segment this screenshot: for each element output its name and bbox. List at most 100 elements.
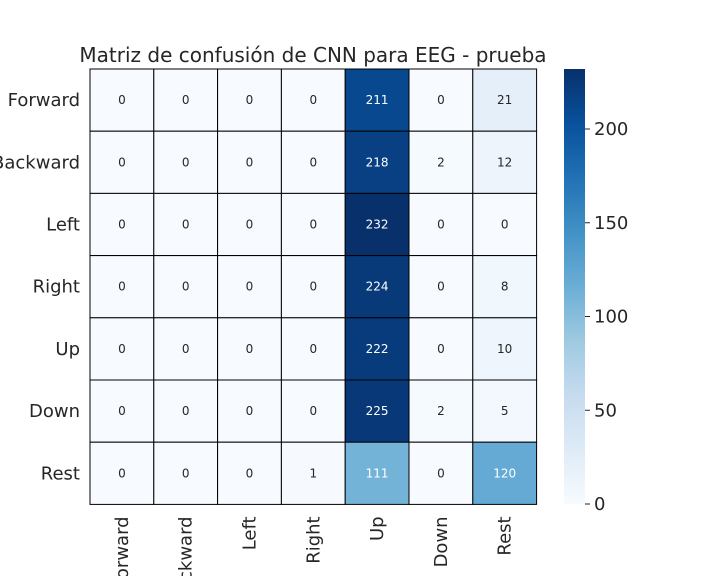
cell-value-label: 0 xyxy=(309,155,317,169)
cell-value-label: 0 xyxy=(118,466,126,480)
cell-value-label: 2 xyxy=(437,404,445,418)
cell-value-label: 224 xyxy=(366,280,389,294)
heatmap-cell xyxy=(217,192,282,257)
cell-value-label: 0 xyxy=(246,280,254,294)
y-tick-label: Forward xyxy=(8,90,80,111)
heatmap-cell xyxy=(280,379,346,443)
heatmap-cell xyxy=(89,255,155,319)
heatmap-cell xyxy=(472,255,538,319)
cell-value-label: 0 xyxy=(437,280,445,294)
heatmap-cell xyxy=(89,317,155,381)
cell-value-label: 0 xyxy=(246,342,254,356)
cell-value-label: 21 xyxy=(497,93,512,107)
cell-value-label: 0 xyxy=(437,466,445,480)
heatmap-cell xyxy=(344,379,410,443)
heatmap-cell xyxy=(344,130,410,194)
heatmap-cell xyxy=(217,441,282,505)
cell-value-label: 0 xyxy=(309,404,317,418)
cell-value-label: 1 xyxy=(309,466,317,480)
cell-value-label: 0 xyxy=(246,404,254,418)
cell-value-label: 0 xyxy=(118,155,126,169)
cell-value-label: 0 xyxy=(118,404,126,418)
x-tick-label: Up xyxy=(367,516,388,541)
cell-value-label: 0 xyxy=(182,218,190,232)
cell-value-label: 0 xyxy=(118,93,126,107)
heatmap-cell xyxy=(472,441,538,505)
heatmap-cell xyxy=(153,68,219,132)
cell-value-label: 0 xyxy=(246,466,254,480)
heatmap-cell xyxy=(153,255,219,319)
cell-value-label: 0 xyxy=(182,342,190,356)
cell-value-label: 0 xyxy=(182,280,190,294)
cell-value-label: 10 xyxy=(497,342,512,356)
y-tick-label: Backward xyxy=(0,152,80,173)
heatmap-cell xyxy=(153,379,219,443)
cell-value-label: 0 xyxy=(309,93,317,107)
cell-value-label: 0 xyxy=(246,155,254,169)
cell-value-label: 0 xyxy=(182,93,190,107)
cell-value-label: 218 xyxy=(366,155,389,169)
y-axis-labels: Forward Backward Left Right Up Down Rest xyxy=(0,90,80,484)
cell-value-label: 0 xyxy=(309,342,317,356)
colorbar-tick-label: 50 xyxy=(594,400,617,421)
cell-value-label: 222 xyxy=(366,342,389,356)
cell-value-label: 0 xyxy=(309,280,317,294)
cell-value-label: 5 xyxy=(501,404,509,418)
cell-value-label: 2 xyxy=(437,155,445,169)
cell-value-label: 8 xyxy=(501,280,509,294)
colorbar: 0 50 100 150 200 xyxy=(564,69,628,515)
cell-value-label: 0 xyxy=(246,93,254,107)
cell-value-label: 211 xyxy=(366,93,389,107)
heatmap-cell xyxy=(408,441,474,505)
heatmap-cell xyxy=(280,441,346,505)
heatmap-cell xyxy=(217,317,282,381)
cell-value-label: 0 xyxy=(309,218,317,232)
cell-value-label: 0 xyxy=(182,404,190,418)
heatmap-cell xyxy=(89,130,155,194)
heatmap-cell xyxy=(280,68,346,132)
cell-value-label: 111 xyxy=(366,466,389,480)
cell-value-label: 225 xyxy=(366,404,389,418)
cell-value-label: 0 xyxy=(501,218,509,232)
y-tick-label: Down xyxy=(29,401,80,422)
heatmap-cell xyxy=(408,192,474,257)
heatmap-cell xyxy=(472,130,538,194)
x-tick-label: Left xyxy=(240,516,261,550)
heatmap-cell xyxy=(408,255,474,319)
x-tick-label: Rest xyxy=(495,516,516,555)
heatmap-cell xyxy=(153,192,219,257)
y-tick-label: Rest xyxy=(41,463,80,484)
x-tick-label: Forward xyxy=(112,516,133,576)
colorbar-tick-label: 0 xyxy=(594,494,605,515)
heatmap-cell xyxy=(344,192,410,257)
heatmap-cell xyxy=(280,255,346,319)
heatmap-cell xyxy=(89,441,155,505)
cell-value-label: 12 xyxy=(497,155,512,169)
colorbar-gradient xyxy=(564,69,585,504)
x-tick-label: Backward xyxy=(176,516,197,576)
heatmap-cell xyxy=(217,130,282,194)
heatmap-cell xyxy=(217,68,282,132)
y-tick-label: Right xyxy=(33,277,80,298)
heatmap-cell xyxy=(280,192,346,257)
x-axis-labels: Forward Backward Left Right Up Down Rest xyxy=(112,516,516,576)
chart-title: Matriz de confusión de CNN para EEG - pr… xyxy=(79,43,546,67)
cell-value-label: 0 xyxy=(118,280,126,294)
y-tick-label: Up xyxy=(55,339,80,360)
heatmap-cell xyxy=(89,379,155,443)
cell-value-label: 0 xyxy=(437,342,445,356)
heatmap-cell xyxy=(472,379,538,443)
cell-value-label: 0 xyxy=(182,466,190,480)
x-tick-label: Right xyxy=(303,516,324,563)
heatmap-cell xyxy=(472,192,538,257)
cell-value-label: 0 xyxy=(246,218,254,232)
heatmap-cell xyxy=(344,441,410,505)
cell-value-label: 232 xyxy=(366,218,389,232)
colorbar-tick-label: 100 xyxy=(594,307,628,328)
heatmap-cells: 0 0 0 0 211 0 210 0 0 0 218 2 120 0 0 0 232 0 00 0 0 0 224 0 80 0… xyxy=(89,68,538,505)
x-tick-label: Down xyxy=(431,516,452,567)
colorbar-tick-label: 150 xyxy=(594,213,628,234)
cell-value-label: 0 xyxy=(182,155,190,169)
y-tick-label: Left xyxy=(46,215,80,236)
